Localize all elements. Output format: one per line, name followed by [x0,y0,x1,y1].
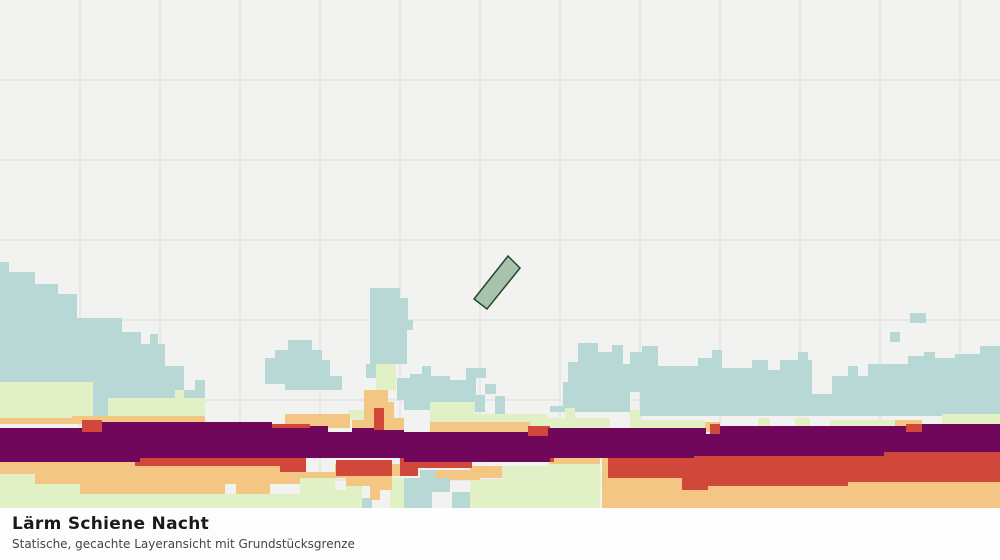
noise-mid-low [0,364,1000,508]
noise-very-high [0,422,1000,462]
map-title: Lärm Schiene Nacht [12,514,210,534]
parcel-boundary [472,254,522,311]
map-subtitle: Statische, gecachte Layeransicht mit Gru… [12,537,355,551]
caption: Lärm Schiene Nacht Statische, gecachte L… [0,508,1000,560]
